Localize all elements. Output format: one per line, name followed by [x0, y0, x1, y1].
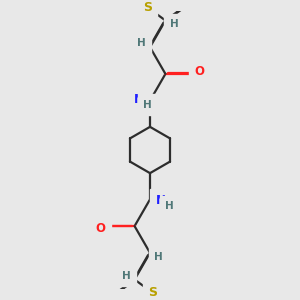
Text: O: O [96, 222, 106, 235]
Text: H: H [137, 38, 146, 49]
Text: S: S [148, 286, 157, 299]
Text: H: H [154, 251, 163, 262]
Text: S: S [143, 1, 152, 14]
Text: H: H [143, 100, 152, 110]
Text: N: N [156, 194, 166, 207]
Text: H: H [165, 202, 174, 212]
Text: H: H [122, 271, 130, 281]
Text: H: H [170, 19, 178, 29]
Text: O: O [194, 65, 204, 78]
Text: N: N [134, 93, 144, 106]
